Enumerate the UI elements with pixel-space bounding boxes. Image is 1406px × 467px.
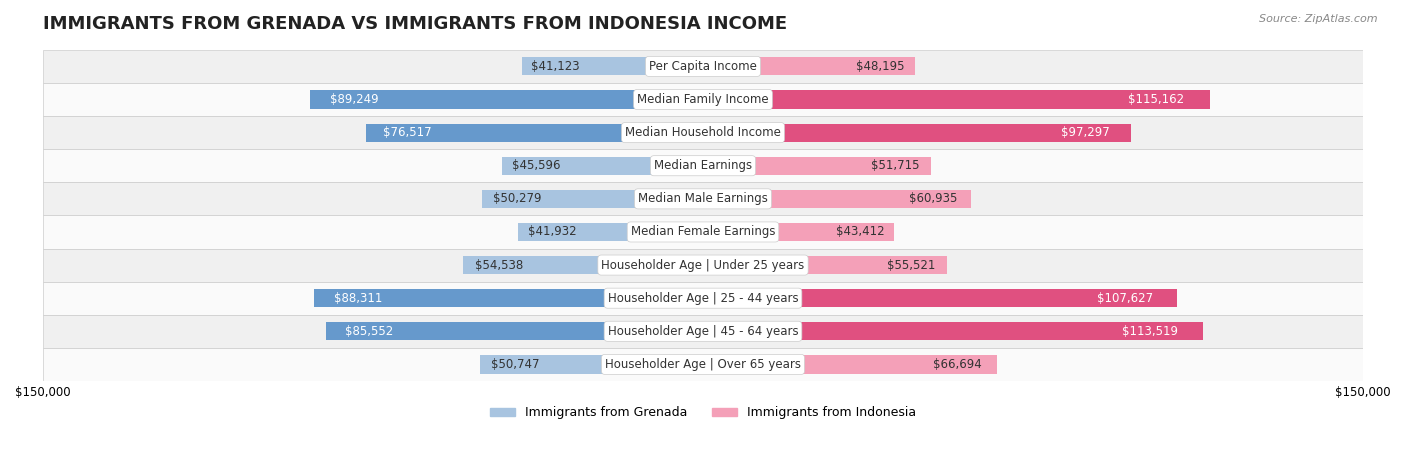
Bar — [703, 322, 1202, 340]
Bar — [519, 223, 703, 241]
Text: $60,935: $60,935 — [910, 192, 957, 205]
Bar — [42, 149, 1364, 182]
Bar — [42, 182, 1364, 215]
Bar — [315, 289, 703, 307]
Bar — [326, 322, 703, 340]
Text: $115,162: $115,162 — [1129, 93, 1184, 106]
Bar — [42, 215, 1364, 248]
Bar — [42, 83, 1364, 116]
Text: $43,412: $43,412 — [837, 226, 884, 239]
Text: Householder Age | 45 - 64 years: Householder Age | 45 - 64 years — [607, 325, 799, 338]
Bar — [482, 190, 703, 208]
Bar — [703, 156, 931, 175]
Bar — [703, 256, 948, 274]
Text: $50,747: $50,747 — [491, 358, 540, 371]
Bar — [703, 91, 1209, 109]
Text: $88,311: $88,311 — [333, 292, 382, 304]
Text: Median Earnings: Median Earnings — [654, 159, 752, 172]
Text: $85,552: $85,552 — [346, 325, 394, 338]
Text: $41,123: $41,123 — [531, 60, 579, 73]
Bar — [463, 256, 703, 274]
Text: $66,694: $66,694 — [934, 358, 981, 371]
Bar — [42, 348, 1364, 381]
Bar — [703, 123, 1132, 142]
Text: $54,538: $54,538 — [475, 259, 523, 272]
Text: $51,715: $51,715 — [870, 159, 920, 172]
Text: Householder Age | Under 25 years: Householder Age | Under 25 years — [602, 259, 804, 272]
Text: $48,195: $48,195 — [856, 60, 904, 73]
Bar — [311, 91, 703, 109]
Text: $41,932: $41,932 — [527, 226, 576, 239]
Bar — [703, 355, 997, 374]
Bar — [366, 123, 703, 142]
Text: $45,596: $45,596 — [512, 159, 561, 172]
Bar — [703, 190, 972, 208]
Text: Source: ZipAtlas.com: Source: ZipAtlas.com — [1260, 14, 1378, 24]
Bar — [42, 116, 1364, 149]
Text: Per Capita Income: Per Capita Income — [650, 60, 756, 73]
Text: $89,249: $89,249 — [330, 93, 378, 106]
Text: IMMIGRANTS FROM GRENADA VS IMMIGRANTS FROM INDONESIA INCOME: IMMIGRANTS FROM GRENADA VS IMMIGRANTS FR… — [42, 15, 787, 33]
Text: Median Household Income: Median Household Income — [626, 126, 780, 139]
Bar — [502, 156, 703, 175]
Text: $50,279: $50,279 — [492, 192, 541, 205]
Bar — [42, 50, 1364, 83]
Text: Median Family Income: Median Family Income — [637, 93, 769, 106]
Bar — [42, 282, 1364, 315]
Bar — [703, 57, 915, 76]
Text: Median Male Earnings: Median Male Earnings — [638, 192, 768, 205]
Bar — [42, 315, 1364, 348]
Text: Householder Age | Over 65 years: Householder Age | Over 65 years — [605, 358, 801, 371]
Bar — [703, 289, 1177, 307]
Bar — [522, 57, 703, 76]
Text: $113,519: $113,519 — [1122, 325, 1178, 338]
Bar — [42, 248, 1364, 282]
Text: $97,297: $97,297 — [1062, 126, 1109, 139]
Text: $76,517: $76,517 — [382, 126, 432, 139]
Bar — [703, 223, 894, 241]
Legend: Immigrants from Grenada, Immigrants from Indonesia: Immigrants from Grenada, Immigrants from… — [485, 401, 921, 425]
Text: Median Female Earnings: Median Female Earnings — [631, 226, 775, 239]
Text: Householder Age | 25 - 44 years: Householder Age | 25 - 44 years — [607, 292, 799, 304]
Text: $55,521: $55,521 — [887, 259, 935, 272]
Text: $107,627: $107,627 — [1097, 292, 1153, 304]
Bar — [479, 355, 703, 374]
